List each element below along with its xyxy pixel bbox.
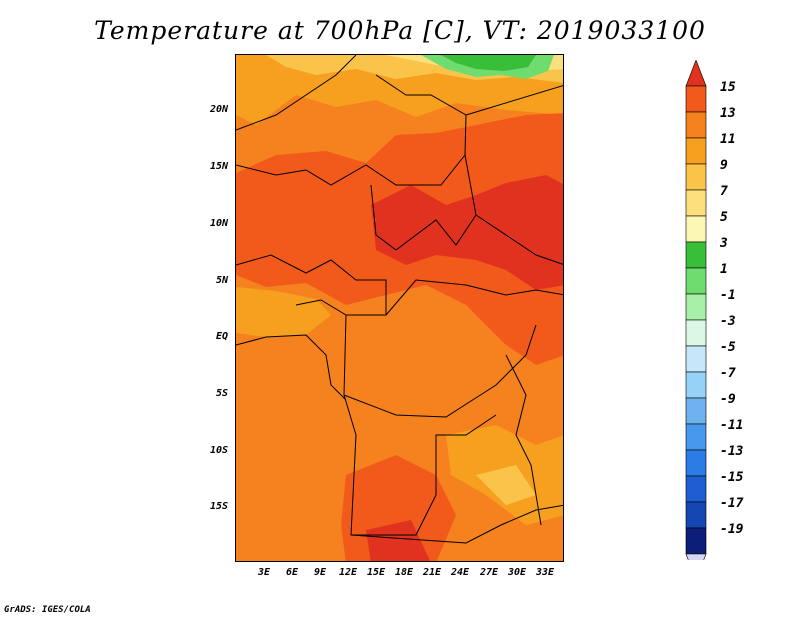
lat-label: 10N: [209, 218, 228, 229]
colorbar-label: -19: [720, 522, 744, 537]
colorbar-label: 11: [720, 132, 736, 147]
colorbar-segment: [685, 215, 707, 243]
colorbar-label: -3: [720, 314, 736, 329]
lat-label: 15N: [209, 161, 228, 172]
temperature-field: [236, 55, 563, 561]
lon-label: 24E: [450, 567, 470, 578]
lon-label: 18E: [394, 567, 414, 578]
colorbar-segment: [685, 85, 707, 113]
colorbar-label: -7: [720, 366, 736, 381]
colorbar-segment: [685, 397, 707, 425]
colorbar: [685, 60, 707, 560]
map-title: Temperature at 700hPa [C], VT: 201903310…: [94, 16, 706, 45]
map-panel: [235, 54, 564, 562]
colorbar-label: 3: [720, 236, 728, 251]
colorbar-label: 7: [720, 184, 728, 199]
colorbar-segment: [685, 293, 707, 321]
colorbar-segment: [685, 241, 707, 269]
lon-label: 15E: [366, 567, 386, 578]
colorbar-label: 9: [720, 158, 728, 173]
lon-label: 30E: [507, 567, 527, 578]
colorbar-label: -9: [720, 392, 736, 407]
lat-label: 20N: [209, 104, 228, 115]
lon-label: 33E: [535, 567, 555, 578]
colorbar-label: 1: [720, 262, 728, 277]
lon-label: 12E: [338, 567, 358, 578]
lon-label: 6E: [285, 567, 299, 578]
colorbar-segment: [685, 111, 707, 139]
colorbar-label: -5: [720, 340, 736, 355]
lon-label: 21E: [422, 567, 442, 578]
colorbar-segment: [685, 163, 707, 191]
colorbar-segment: [685, 527, 707, 555]
colorbar-segment: [685, 137, 707, 165]
colorbar-label: 5: [720, 210, 728, 225]
colorbar-segment: [685, 501, 707, 529]
colorbar-label: -11: [720, 418, 744, 433]
colorbar-segment: [685, 475, 707, 503]
colorbar-segment: [685, 345, 707, 373]
credit-text: GrADS: IGES/COLA: [4, 605, 91, 615]
colorbar-segment: [685, 319, 707, 347]
colorbar-label: 13: [720, 106, 736, 121]
lat-label: 5N: [215, 275, 228, 286]
colorbar-segment: [685, 267, 707, 295]
colorbar-label: -17: [720, 496, 744, 511]
colorbar-segment: [685, 189, 707, 217]
colorbar-segment: [685, 449, 707, 477]
colorbar-segment: [685, 371, 707, 399]
colorbar-bottom-arrow: [685, 553, 707, 560]
colorbar-label: -13: [720, 444, 744, 459]
lon-label: 9E: [313, 567, 327, 578]
lat-label: EQ: [215, 331, 228, 342]
lat-label: 5S: [215, 388, 228, 399]
lat-label: 15S: [209, 501, 228, 512]
colorbar-label: -15: [720, 470, 744, 485]
colorbar-label: -1: [720, 288, 736, 303]
colorbar-segment: [685, 423, 707, 451]
lat-label: 10S: [209, 445, 228, 456]
colorbar-top-arrow: [685, 60, 707, 87]
lon-label: 27E: [479, 567, 499, 578]
lon-label: 3E: [257, 567, 271, 578]
colorbar-label: 15: [720, 80, 736, 95]
